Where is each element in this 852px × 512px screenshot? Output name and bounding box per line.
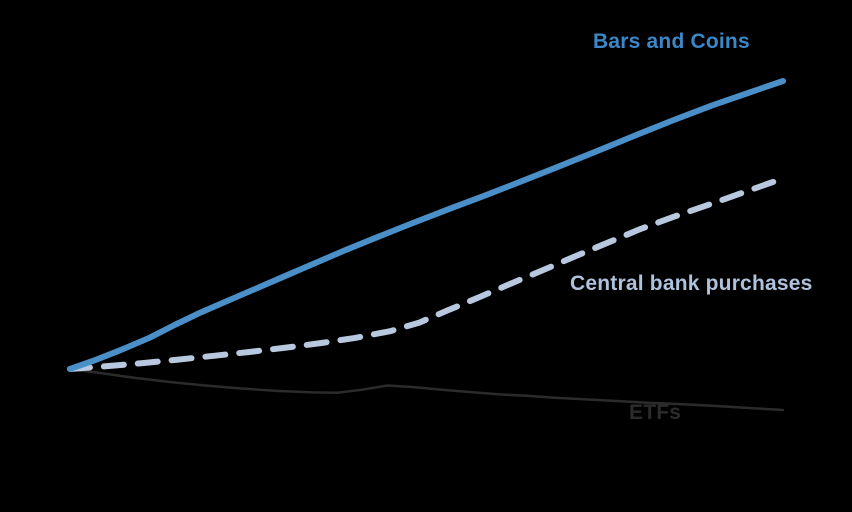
series-line-central-bank-purchases	[67, 175, 786, 372]
series-line-bars-and-coins	[67, 78, 786, 372]
series-label-bars-and-coins: Bars and Coins	[593, 30, 750, 53]
series-line-etfs	[68, 367, 785, 412]
series-group	[67, 78, 786, 412]
series-label-etfs: ETFs	[629, 401, 682, 424]
series-label-central-bank-purchases: Central bank purchases	[570, 272, 813, 295]
